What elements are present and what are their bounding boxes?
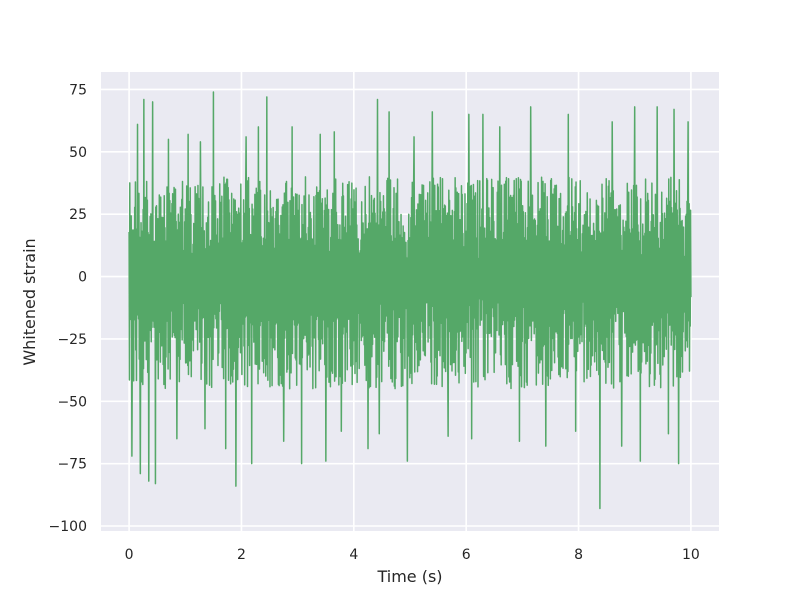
y-tick-label: −25	[57, 332, 87, 348]
y-tick-label: 0	[78, 270, 87, 286]
y-axis-ticks: −100 −75 −50 −25 0 25 50 75	[49, 82, 87, 535]
y-tick-label: 75	[69, 82, 87, 98]
y-tick-label: −100	[49, 519, 87, 535]
y-axis-label: Whitened strain	[20, 238, 39, 365]
y-tick-label: −75	[57, 457, 87, 473]
y-tick-label: 50	[69, 145, 87, 161]
y-tick-label: 25	[69, 207, 87, 223]
x-tick-label: 0	[125, 547, 134, 563]
x-axis-ticks: 0 2 4 6 8 10	[125, 547, 700, 563]
whitened-strain-series-line	[128, 91, 692, 510]
x-tick-label: 6	[462, 547, 471, 563]
x-tick-label: 4	[349, 547, 358, 563]
y-tick-label: −50	[57, 394, 87, 410]
x-axis-label: Time (s)	[376, 567, 442, 586]
x-tick-label: 8	[574, 547, 583, 563]
data-layer	[128, 91, 692, 510]
x-tick-label: 2	[237, 547, 246, 563]
x-tick-label: 10	[682, 547, 700, 563]
